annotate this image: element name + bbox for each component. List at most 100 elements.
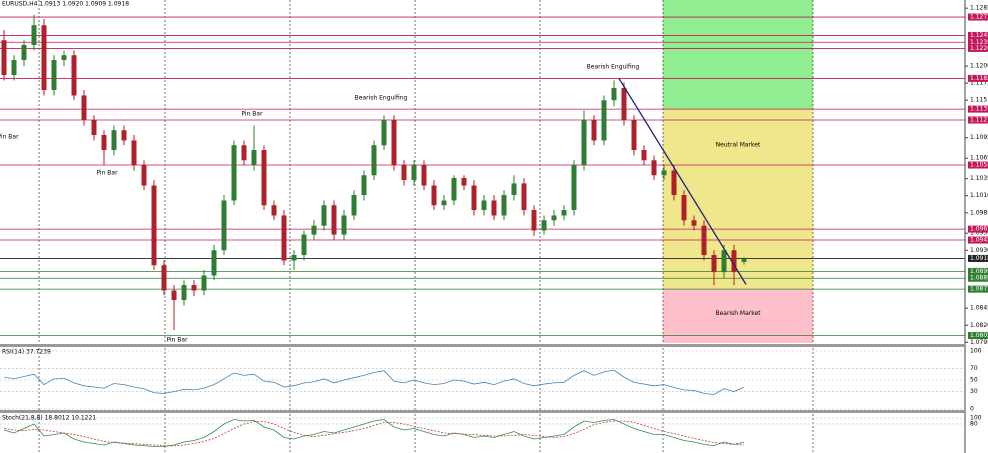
level-label: 1.1226 — [970, 45, 988, 52]
y-tick-label: 1.1175 — [970, 80, 988, 87]
candle-body — [191, 285, 197, 291]
level-label: 1.1245 — [970, 32, 988, 39]
y-tick-label: 1.0985 — [970, 209, 988, 216]
candle-body — [441, 200, 447, 206]
level-marker — [968, 331, 988, 339]
level-label: 1.1137 — [970, 106, 988, 113]
y-tick-label: 1.0955 — [970, 230, 988, 237]
y-tick-label: 1.1035 — [970, 175, 988, 182]
candle-body — [521, 183, 527, 211]
y-tick-label: 1.1065 — [970, 155, 988, 162]
candle-body — [621, 87, 627, 121]
zone — [663, 289, 813, 343]
y-tick-label: 1.115 — [970, 97, 987, 104]
candle-body — [71, 55, 77, 96]
y-tick-label: 1.0795 — [970, 339, 988, 346]
level-marker — [968, 44, 988, 52]
candle-body — [641, 150, 647, 161]
candle-body — [171, 290, 177, 301]
candle-body — [511, 183, 517, 196]
candle-body — [91, 120, 97, 136]
candle-body — [681, 195, 687, 221]
candle-body — [331, 205, 337, 235]
level-label: 1.1055 — [970, 162, 988, 169]
level-label: 1.0889 — [970, 275, 988, 282]
candle-body — [111, 130, 117, 151]
candle-body — [251, 150, 257, 166]
candle-body — [81, 95, 87, 121]
level-marker — [968, 116, 988, 124]
main-panel: Bullish Market Neutral Market Bearish Mark… — [0, 0, 965, 344]
level-marker — [968, 31, 988, 39]
candle-body — [221, 200, 227, 251]
rsi-line — [3, 369, 745, 395]
candle-body — [361, 175, 367, 196]
level-label: 1.0873 — [970, 286, 988, 293]
candle-body — [21, 45, 27, 61]
candle-body — [501, 195, 507, 216]
candle-body — [531, 210, 537, 231]
annotation: Bearish Engulfing — [587, 64, 640, 71]
level-label: 1.1182 — [970, 75, 988, 82]
y-tick-label: 1.0820 — [970, 322, 988, 329]
candle-body — [561, 210, 567, 216]
candle-body — [701, 225, 707, 256]
candle-body — [61, 55, 67, 61]
candle-body — [101, 135, 107, 151]
candle-body — [461, 177, 467, 186]
candle-body — [281, 215, 287, 261]
level-marker — [968, 13, 988, 21]
candle-body — [41, 25, 47, 91]
candle-body — [161, 265, 167, 291]
y-tick-label: 1.1095 — [970, 134, 988, 141]
candle-body — [261, 150, 267, 206]
candle-body — [1, 40, 7, 76]
candle-body — [741, 258, 747, 262]
candle-body — [31, 25, 37, 46]
candle-body — [581, 120, 587, 166]
rsi-tick-label: 70 — [970, 365, 978, 372]
stoch-line — [3, 419, 745, 447]
candle-body — [411, 165, 417, 181]
candle-body — [601, 100, 607, 141]
annotation: Pin Bar — [166, 337, 188, 344]
candle-body — [631, 120, 637, 151]
y-tick-label: 1.0930 — [970, 247, 988, 254]
candle-body — [551, 215, 557, 221]
candle-body — [671, 170, 677, 196]
level-marker — [968, 225, 988, 233]
candle-body — [481, 200, 487, 211]
candle-body — [371, 145, 377, 176]
stoch-line — [3, 420, 745, 447]
annotation: Pin Bar — [96, 170, 118, 177]
annotation: Bearish Engulfing — [355, 95, 408, 102]
candle-body — [51, 60, 57, 91]
candle-body — [291, 255, 297, 261]
stoch-title: Stoch(21,8,8) 18.8012 10.1221 — [2, 415, 96, 422]
annotation: Pin Bar — [0, 134, 19, 141]
level-marker — [968, 105, 988, 113]
candle-body — [121, 130, 127, 141]
level-marker — [968, 74, 988, 82]
level-marker — [968, 38, 988, 46]
candle-body — [591, 120, 597, 141]
candle-body — [651, 160, 657, 176]
level-label: 1.0945 — [970, 237, 988, 244]
level-label: 1.1272 — [970, 14, 988, 21]
zone-label: Neutral Market — [716, 142, 761, 149]
panel-separator — [0, 344, 965, 347]
candle-body — [451, 177, 457, 201]
candle-body — [421, 165, 427, 186]
level-marker — [968, 236, 988, 244]
rsi-tick-label: 50 — [970, 377, 978, 384]
zone-label: Bearish Market — [715, 310, 761, 317]
rsi-tick-label: 100 — [970, 348, 982, 355]
rsi-panel — [0, 348, 965, 410]
chart-title: EURUSD,H4 1.0913 1.0920 1.0909 1.0918 — [2, 1, 129, 8]
stoch-tick-label: 80 — [970, 421, 978, 428]
axis: 1.1285 1.1200 1.1175 1.115 1.1095 1.1065 1.103… — [965, 5, 988, 428]
rsi-tick-label: 30 — [970, 388, 978, 395]
candle-body — [661, 170, 667, 176]
